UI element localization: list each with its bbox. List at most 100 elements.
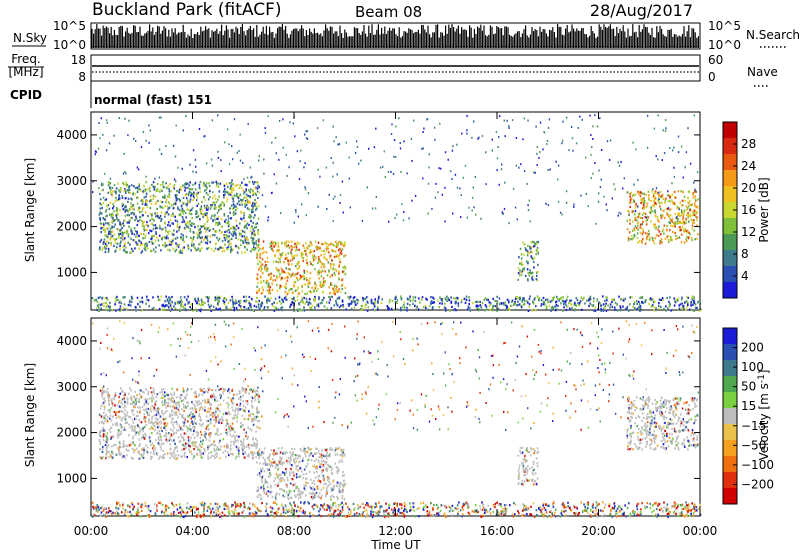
heatmap-cell — [657, 199, 659, 202]
heatmap-speckle — [687, 127, 689, 130]
heatmap-cell — [600, 304, 603, 307]
heatmap-cell — [391, 300, 394, 303]
heatmap-cell — [527, 279, 529, 282]
heatmap-cell — [204, 406, 206, 409]
heatmap-speckle — [273, 173, 275, 176]
heatmap-cell — [286, 240, 288, 243]
heatmap-cell — [300, 309, 303, 312]
heatmap-cell — [323, 253, 326, 256]
heatmap-cell — [157, 411, 159, 414]
heatmap-cell — [222, 299, 225, 302]
heatmap-cell — [197, 299, 200, 302]
heatmap-cell — [334, 284, 336, 287]
heatmap-cell — [256, 389, 259, 392]
heatmap-cell — [232, 230, 234, 233]
heatmap-cell — [111, 235, 114, 238]
heatmap-cell — [288, 273, 291, 276]
heatmap-cell — [206, 237, 208, 240]
heatmap-cell — [234, 232, 237, 235]
heatmap-speckle — [402, 219, 405, 222]
heatmap-cell — [287, 259, 289, 262]
heatmap-cell — [627, 236, 630, 239]
heatmap-cell — [157, 409, 160, 412]
heatmap-speckle — [246, 176, 249, 179]
heatmap-cell — [119, 392, 121, 395]
heatmap-speckle — [591, 146, 593, 149]
heatmap-cell — [264, 295, 266, 298]
heatmap-cell — [248, 180, 251, 184]
heatmap-cell — [205, 192, 208, 195]
heatmap-cell — [121, 403, 124, 406]
heatmap-cell — [648, 302, 650, 306]
heatmap-cell — [247, 201, 250, 204]
heatmap-cell — [173, 391, 176, 394]
heatmap-cell — [147, 299, 150, 302]
heatmap-cell — [168, 190, 171, 193]
heatmap-cell — [320, 270, 323, 274]
heatmap-cell — [228, 454, 230, 457]
heatmap-cell — [602, 309, 605, 312]
heatmap-cell — [227, 192, 230, 195]
heatmap-cell — [613, 306, 616, 309]
heatmap-cell — [164, 241, 166, 244]
heatmap-cell — [200, 308, 202, 311]
heatmap-cell — [673, 297, 676, 300]
heatmap-cell — [693, 309, 695, 312]
heatmap-cell — [306, 255, 308, 258]
heatmap-speckle — [628, 214, 630, 216]
heatmap-cell — [216, 217, 218, 220]
heatmap-cell — [136, 202, 139, 205]
heatmap-speckle — [637, 205, 639, 208]
heatmap-cell — [166, 299, 169, 302]
heatmap-cell — [180, 205, 183, 208]
heatmap-cell — [150, 237, 152, 241]
heatmap-cell — [694, 195, 697, 198]
heatmap-cell — [314, 306, 316, 309]
heatmap-cell — [293, 245, 296, 248]
heatmap-cell — [200, 304, 202, 307]
heatmap-cell — [202, 422, 204, 425]
heatmap-cell — [620, 309, 622, 312]
heatmap-speckle — [337, 143, 339, 146]
heatmap-speckle — [217, 150, 219, 153]
heatmap-cell — [240, 243, 242, 247]
heatmap-cell — [256, 285, 258, 288]
heatmap-cell — [107, 204, 110, 207]
heatmap-cell — [527, 271, 530, 274]
heatmap-cell — [120, 224, 122, 227]
heatmap-cell — [138, 393, 141, 396]
heatmap-speckle — [557, 200, 560, 203]
heatmap-speckle — [592, 138, 594, 140]
heatmap-speckle — [673, 146, 675, 149]
heatmap-cell — [212, 227, 215, 231]
heatmap-cell — [626, 305, 629, 308]
heatmap-cell — [240, 398, 242, 401]
heatmap-cell — [557, 298, 559, 301]
heatmap-cell — [309, 261, 312, 264]
heatmap-cell — [332, 292, 335, 295]
heatmap-cell — [650, 209, 653, 212]
heatmap-cell — [272, 305, 274, 308]
heatmap-cell — [125, 308, 128, 311]
heatmap-cell — [309, 277, 311, 280]
heatmap-cell — [356, 302, 359, 305]
heatmap-cell — [162, 206, 164, 209]
heatmap-speckle — [210, 158, 213, 161]
heatmap-cell — [313, 250, 316, 253]
heatmap-cell — [240, 440, 242, 443]
heatmap-cell — [117, 219, 120, 222]
heatmap-cell — [401, 305, 404, 309]
heatmap-speckle — [539, 151, 541, 153]
heatmap-cell — [213, 418, 215, 421]
heatmap-speckle — [623, 177, 625, 180]
heatmap-cell — [202, 225, 204, 228]
heatmap-cell — [293, 309, 295, 312]
heatmap-speckle — [611, 197, 614, 200]
heatmap-cell — [182, 234, 184, 237]
heatmap-cell — [175, 404, 178, 407]
heatmap-speckle — [403, 211, 405, 214]
heatmap-cell — [270, 247, 273, 250]
heatmap-cell — [277, 261, 280, 264]
heatmap-cell — [245, 188, 247, 191]
heatmap-cell — [234, 457, 237, 460]
